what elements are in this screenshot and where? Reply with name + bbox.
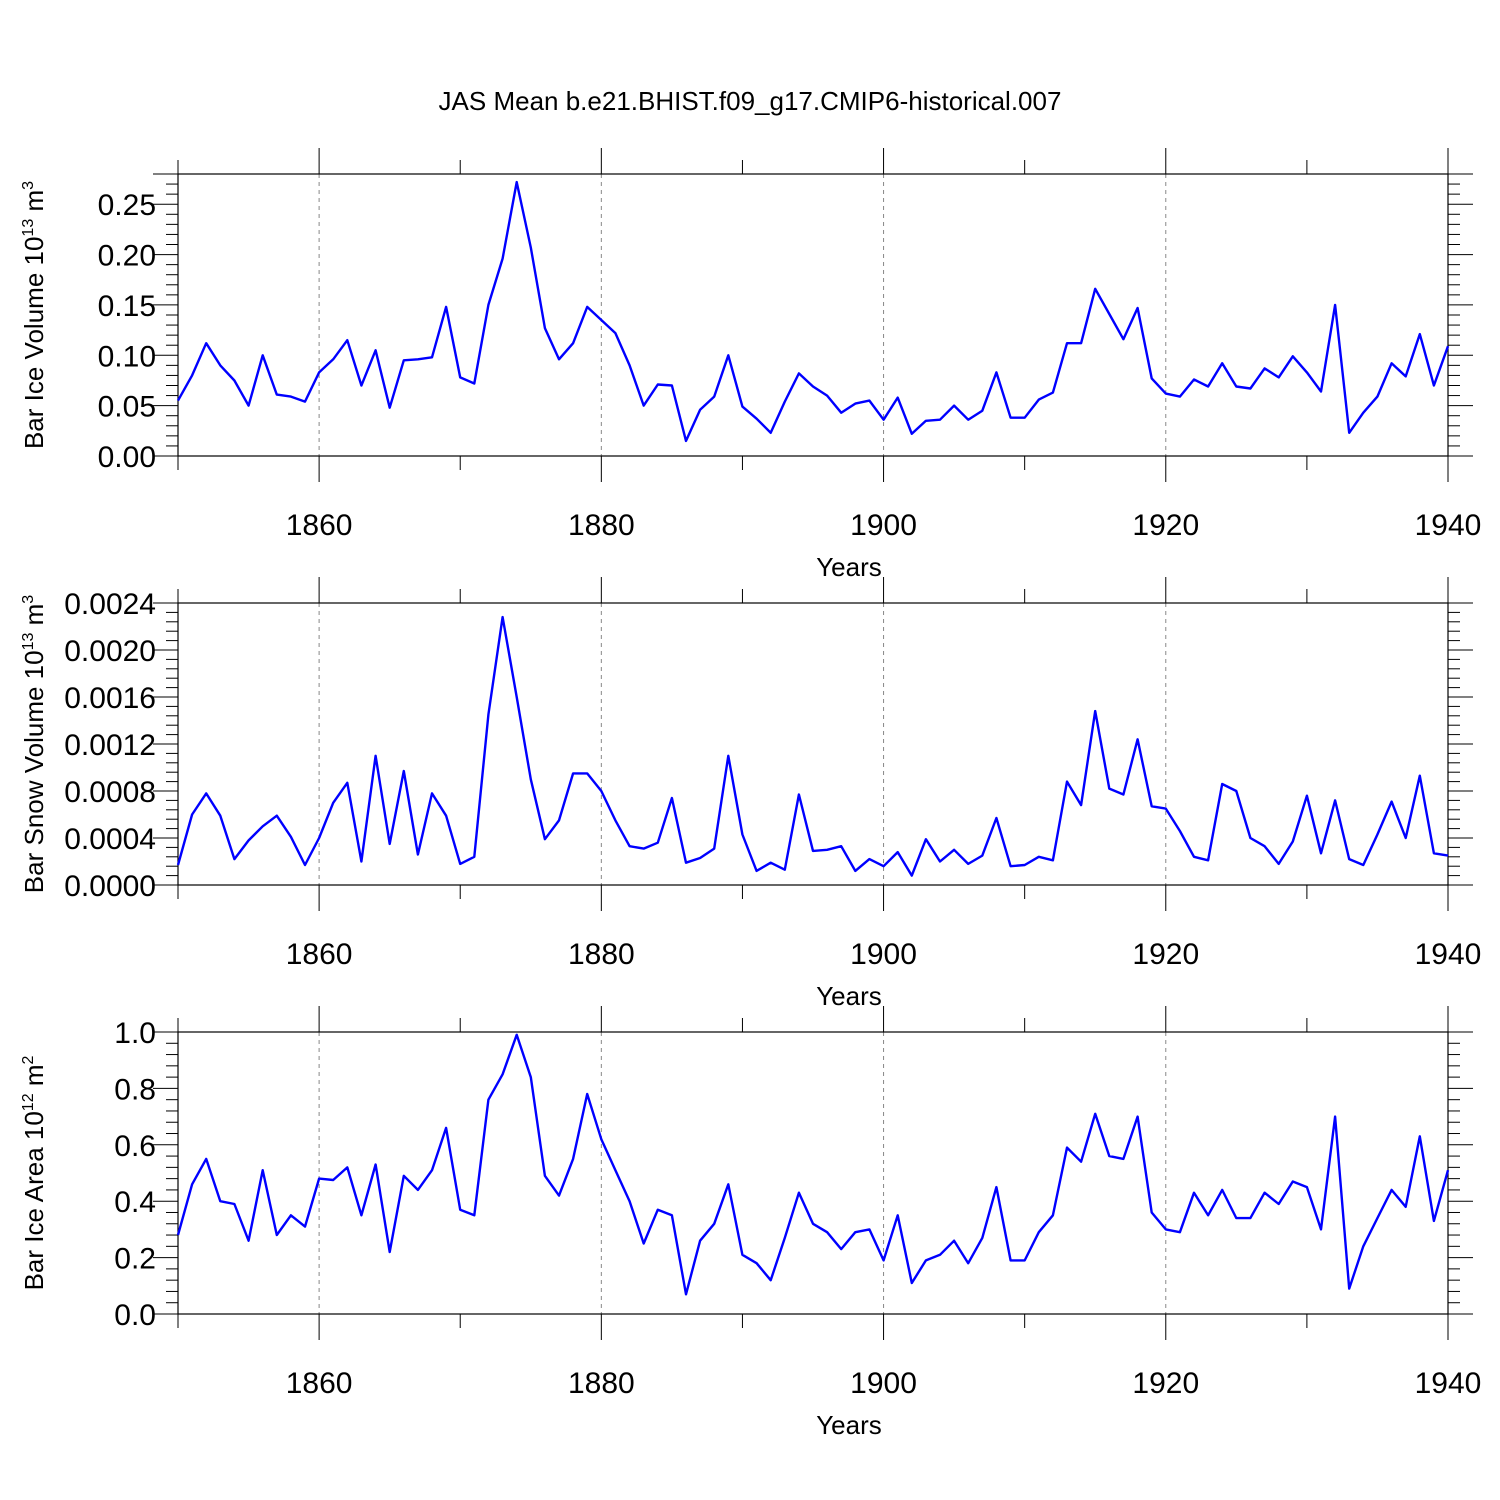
x-tick-label: 1900 bbox=[850, 509, 917, 542]
panel-2: 1860 1880 1900 1920 1940 0.0000 0.0004 0.0008 0.… bbox=[19, 577, 1481, 1011]
x-tick-label: 1940 bbox=[1415, 938, 1482, 971]
plot-frame bbox=[177, 1031, 1449, 1315]
x-tick-label: 1880 bbox=[568, 1367, 635, 1400]
series-line bbox=[176, 1033, 1450, 1296]
plot-frame bbox=[177, 173, 1449, 457]
panel-3: 1860 1880 1900 1920 1940 0.0 0.2 0.4 0.6 0.8 1.0 Ye… bbox=[19, 1006, 1481, 1440]
y-tick-label: 0.0008 bbox=[64, 776, 156, 809]
x-tick-label: 1880 bbox=[568, 938, 635, 971]
y-tick-label: 0.4 bbox=[114, 1186, 156, 1219]
x-tick-label: 1880 bbox=[568, 509, 635, 542]
y-tick-label: 0.00 bbox=[98, 441, 156, 474]
x-tick-label: 1900 bbox=[850, 938, 917, 971]
y-tick-label: 0.0024 bbox=[64, 588, 156, 621]
x-tick-label: 1860 bbox=[286, 938, 353, 971]
y-tick-label: 0.2 bbox=[114, 1243, 156, 1276]
x-axis-title: Years bbox=[816, 981, 882, 1011]
y-tick-label: 0.6 bbox=[114, 1130, 156, 1163]
y-axis-title: Bar Snow Volume 1013 m3 bbox=[19, 595, 49, 894]
y-tick-label: 0.25 bbox=[98, 189, 156, 222]
y-tick-label: 0.0000 bbox=[64, 870, 156, 903]
y-tick-label: 0.05 bbox=[98, 391, 156, 424]
y-tick-label: 0.0012 bbox=[64, 729, 156, 762]
x-tick-label: 1940 bbox=[1415, 509, 1482, 542]
x-axis-title: Years bbox=[816, 552, 882, 582]
x-tick-label: 1920 bbox=[1132, 1367, 1199, 1400]
y-axis-title: Bar Ice Area 1012 m2 bbox=[19, 1055, 49, 1290]
y-tick-label: 0.0 bbox=[114, 1299, 156, 1332]
y-axis-title: Bar Ice Volume 1013 m3 bbox=[19, 181, 49, 449]
y-tick-label: 0.0004 bbox=[64, 823, 156, 856]
y-tick-label: 0.8 bbox=[114, 1073, 156, 1106]
x-tick-label: 1940 bbox=[1415, 1367, 1482, 1400]
y-tick-label: 0.10 bbox=[98, 340, 156, 373]
y-tick-label: 1.0 bbox=[114, 1017, 156, 1050]
x-tick-label: 1860 bbox=[286, 1367, 353, 1400]
y-tick-label: 0.20 bbox=[98, 240, 156, 273]
x-axis-title: Years bbox=[816, 1410, 882, 1440]
series-line bbox=[176, 180, 1450, 443]
chart-title: JAS Mean b.e21.BHIST.f09_g17.CMIP6-histo… bbox=[439, 86, 1062, 116]
y-tick-label: 0.0020 bbox=[64, 635, 156, 668]
panel-1: 1860 1880 1900 1920 1940 0.00 0.05 0.10 0.15 0.20… bbox=[19, 148, 1481, 582]
series-line bbox=[176, 615, 1449, 877]
x-tick-label: 1900 bbox=[850, 1367, 917, 1400]
y-tick-label: 0.15 bbox=[98, 290, 156, 323]
x-tick-label: 1920 bbox=[1132, 938, 1199, 971]
x-tick-label: 1920 bbox=[1132, 509, 1199, 542]
x-tick-label: 1860 bbox=[286, 509, 353, 542]
y-tick-label: 0.0016 bbox=[64, 682, 156, 715]
